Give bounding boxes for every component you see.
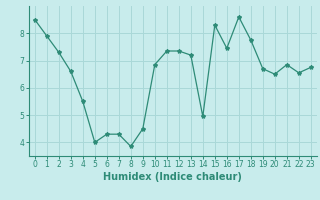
X-axis label: Humidex (Indice chaleur): Humidex (Indice chaleur) bbox=[103, 172, 242, 182]
